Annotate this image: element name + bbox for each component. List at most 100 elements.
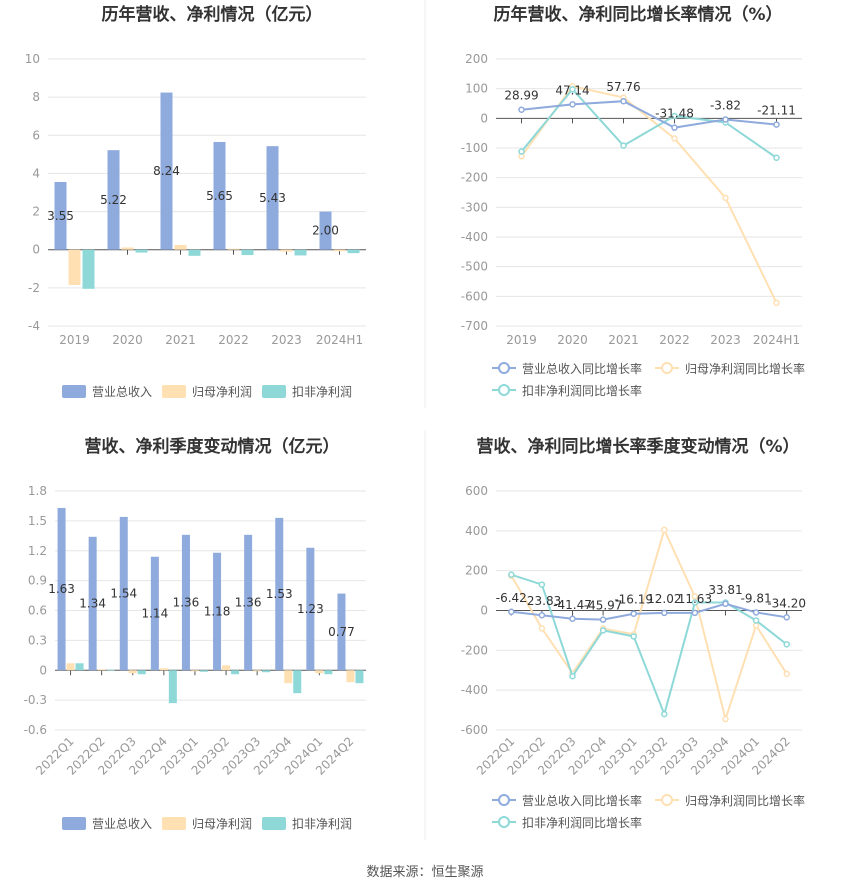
y-tick-label: -100 (461, 141, 488, 155)
bar-2 (106, 669, 115, 671)
series-point-0 (691, 609, 699, 617)
bar-0 (306, 547, 315, 671)
bar-2 (231, 670, 240, 675)
bar-0 (181, 534, 190, 671)
bar-1 (97, 669, 106, 671)
data-label: -31.48 (655, 107, 694, 121)
y-tick-label: -500 (461, 260, 488, 274)
bar-1 (280, 249, 293, 252)
series-point-1 (722, 194, 729, 202)
legend-marker (498, 794, 510, 806)
data-label: 3.55 (47, 209, 74, 223)
bar-2 (355, 670, 364, 684)
legend-label: 营业总收入同比增长率 (522, 361, 642, 376)
series-point-2 (752, 617, 760, 624)
data-label: 33.81 (708, 583, 742, 597)
bar-0 (54, 182, 67, 250)
y-tick-label: 600 (465, 484, 488, 498)
legend-marker (498, 384, 510, 396)
bar-1 (68, 249, 81, 285)
bar-1 (66, 663, 75, 671)
series-point-0 (671, 124, 678, 131)
bar-2 (347, 249, 360, 254)
y-tick-label: 4 (32, 166, 40, 180)
chart-title: 历年营收、净利情况（亿元） (102, 4, 323, 25)
legend-swatch (162, 817, 186, 830)
annual-revenue-profit-chart: 历年营收、净利情况（亿元） -4 -2 0 2 4 6 8 10 2019 2020 2021 2022… (25, 4, 366, 399)
y-tick-label: 400 (465, 524, 488, 538)
y-tick-label: 6 (32, 128, 40, 142)
data-label: 1.18 (204, 604, 231, 618)
bar-0 (244, 534, 253, 671)
bar-0 (213, 552, 222, 671)
series-point-1 (671, 135, 678, 142)
legend-label: 扣非净利润同比增长率 (522, 815, 642, 830)
y-tick-label: 1.5 (28, 514, 47, 528)
legend-label: 归母净利润同比增长率 (685, 361, 805, 376)
data-label: 5.22 (100, 193, 127, 207)
series-point-0 (569, 101, 576, 108)
bar-2 (294, 249, 307, 256)
y-tick-label: -0.3 (24, 693, 47, 707)
y-tick-label: -200 (461, 171, 488, 185)
legend-label: 扣非净利润 (292, 817, 352, 831)
series-point-0 (569, 615, 576, 623)
data-source-footer: 数据来源：恒生聚源 (366, 865, 483, 880)
bar-0 (107, 150, 120, 250)
series-point-1 (538, 625, 546, 632)
y-tick-label: 1.2 (28, 544, 47, 558)
data-label: 47.14 (555, 83, 589, 97)
legend-label: 扣非净利润同比增长率 (522, 383, 642, 398)
series-line-0 (511, 602, 787, 621)
data-label: 12.02 (647, 592, 681, 606)
y-tick-label: 0.6 (28, 604, 47, 618)
series-line-2 (520, 87, 778, 159)
y-tick-label: 2 (32, 205, 40, 219)
legend-marker (498, 816, 510, 828)
series-point-0 (722, 116, 729, 123)
series-point-2 (773, 154, 780, 162)
y-tick-label: 200 (465, 564, 488, 578)
bar-2 (75, 663, 84, 671)
x-tick-label: 2024H1 (316, 333, 363, 347)
x-tick-label: 2023 (710, 333, 741, 347)
annual-growth-rate-chart: 历年营收、净利同比增长率情况（%） -700 -600 -500 -400 -300 -20… (461, 4, 805, 398)
x-tick-label: 2022 (218, 333, 249, 347)
data-label: -21.11 (757, 104, 796, 118)
legend-swatch (162, 385, 186, 398)
bar-2 (324, 670, 333, 675)
series-point-1 (691, 593, 699, 600)
data-label: 8.24 (153, 164, 180, 178)
y-tick-label: 200 (465, 52, 488, 66)
bar-2 (241, 249, 254, 256)
x-tick-label: 2024H1 (753, 333, 800, 347)
y-tick-label: 100 (465, 82, 488, 96)
series-line-0 (521, 100, 777, 129)
series-point-1 (783, 670, 790, 678)
series-line-2 (510, 573, 788, 718)
bar-1 (159, 668, 168, 671)
y-tick-label: 0 (39, 663, 47, 677)
y-tick-label: -300 (461, 200, 488, 214)
series-point-2 (599, 627, 607, 634)
series-point-2 (569, 86, 576, 93)
y-tick-label: 0.9 (28, 574, 47, 588)
data-label: -6.42 (496, 591, 527, 605)
data-label: 5.65 (206, 189, 233, 203)
data-label: -23.83 (523, 594, 562, 608)
bar-1 (128, 670, 137, 674)
data-label: 1.14 (141, 606, 168, 620)
legend-swatch (62, 385, 86, 398)
x-tick-label: 2021 (165, 333, 196, 347)
bar-0 (213, 141, 226, 250)
data-label: 1.23 (297, 602, 324, 616)
legend-label: 营业总收入 (92, 817, 152, 831)
series-point-2 (661, 710, 668, 718)
legend-label: 归母净利润同比增长率 (685, 793, 805, 808)
legend-marker (661, 794, 673, 806)
data-label: 0.77 (328, 625, 355, 639)
y-tick-label: 8 (32, 90, 40, 104)
bar-1 (222, 665, 231, 671)
bar-1 (190, 670, 199, 672)
